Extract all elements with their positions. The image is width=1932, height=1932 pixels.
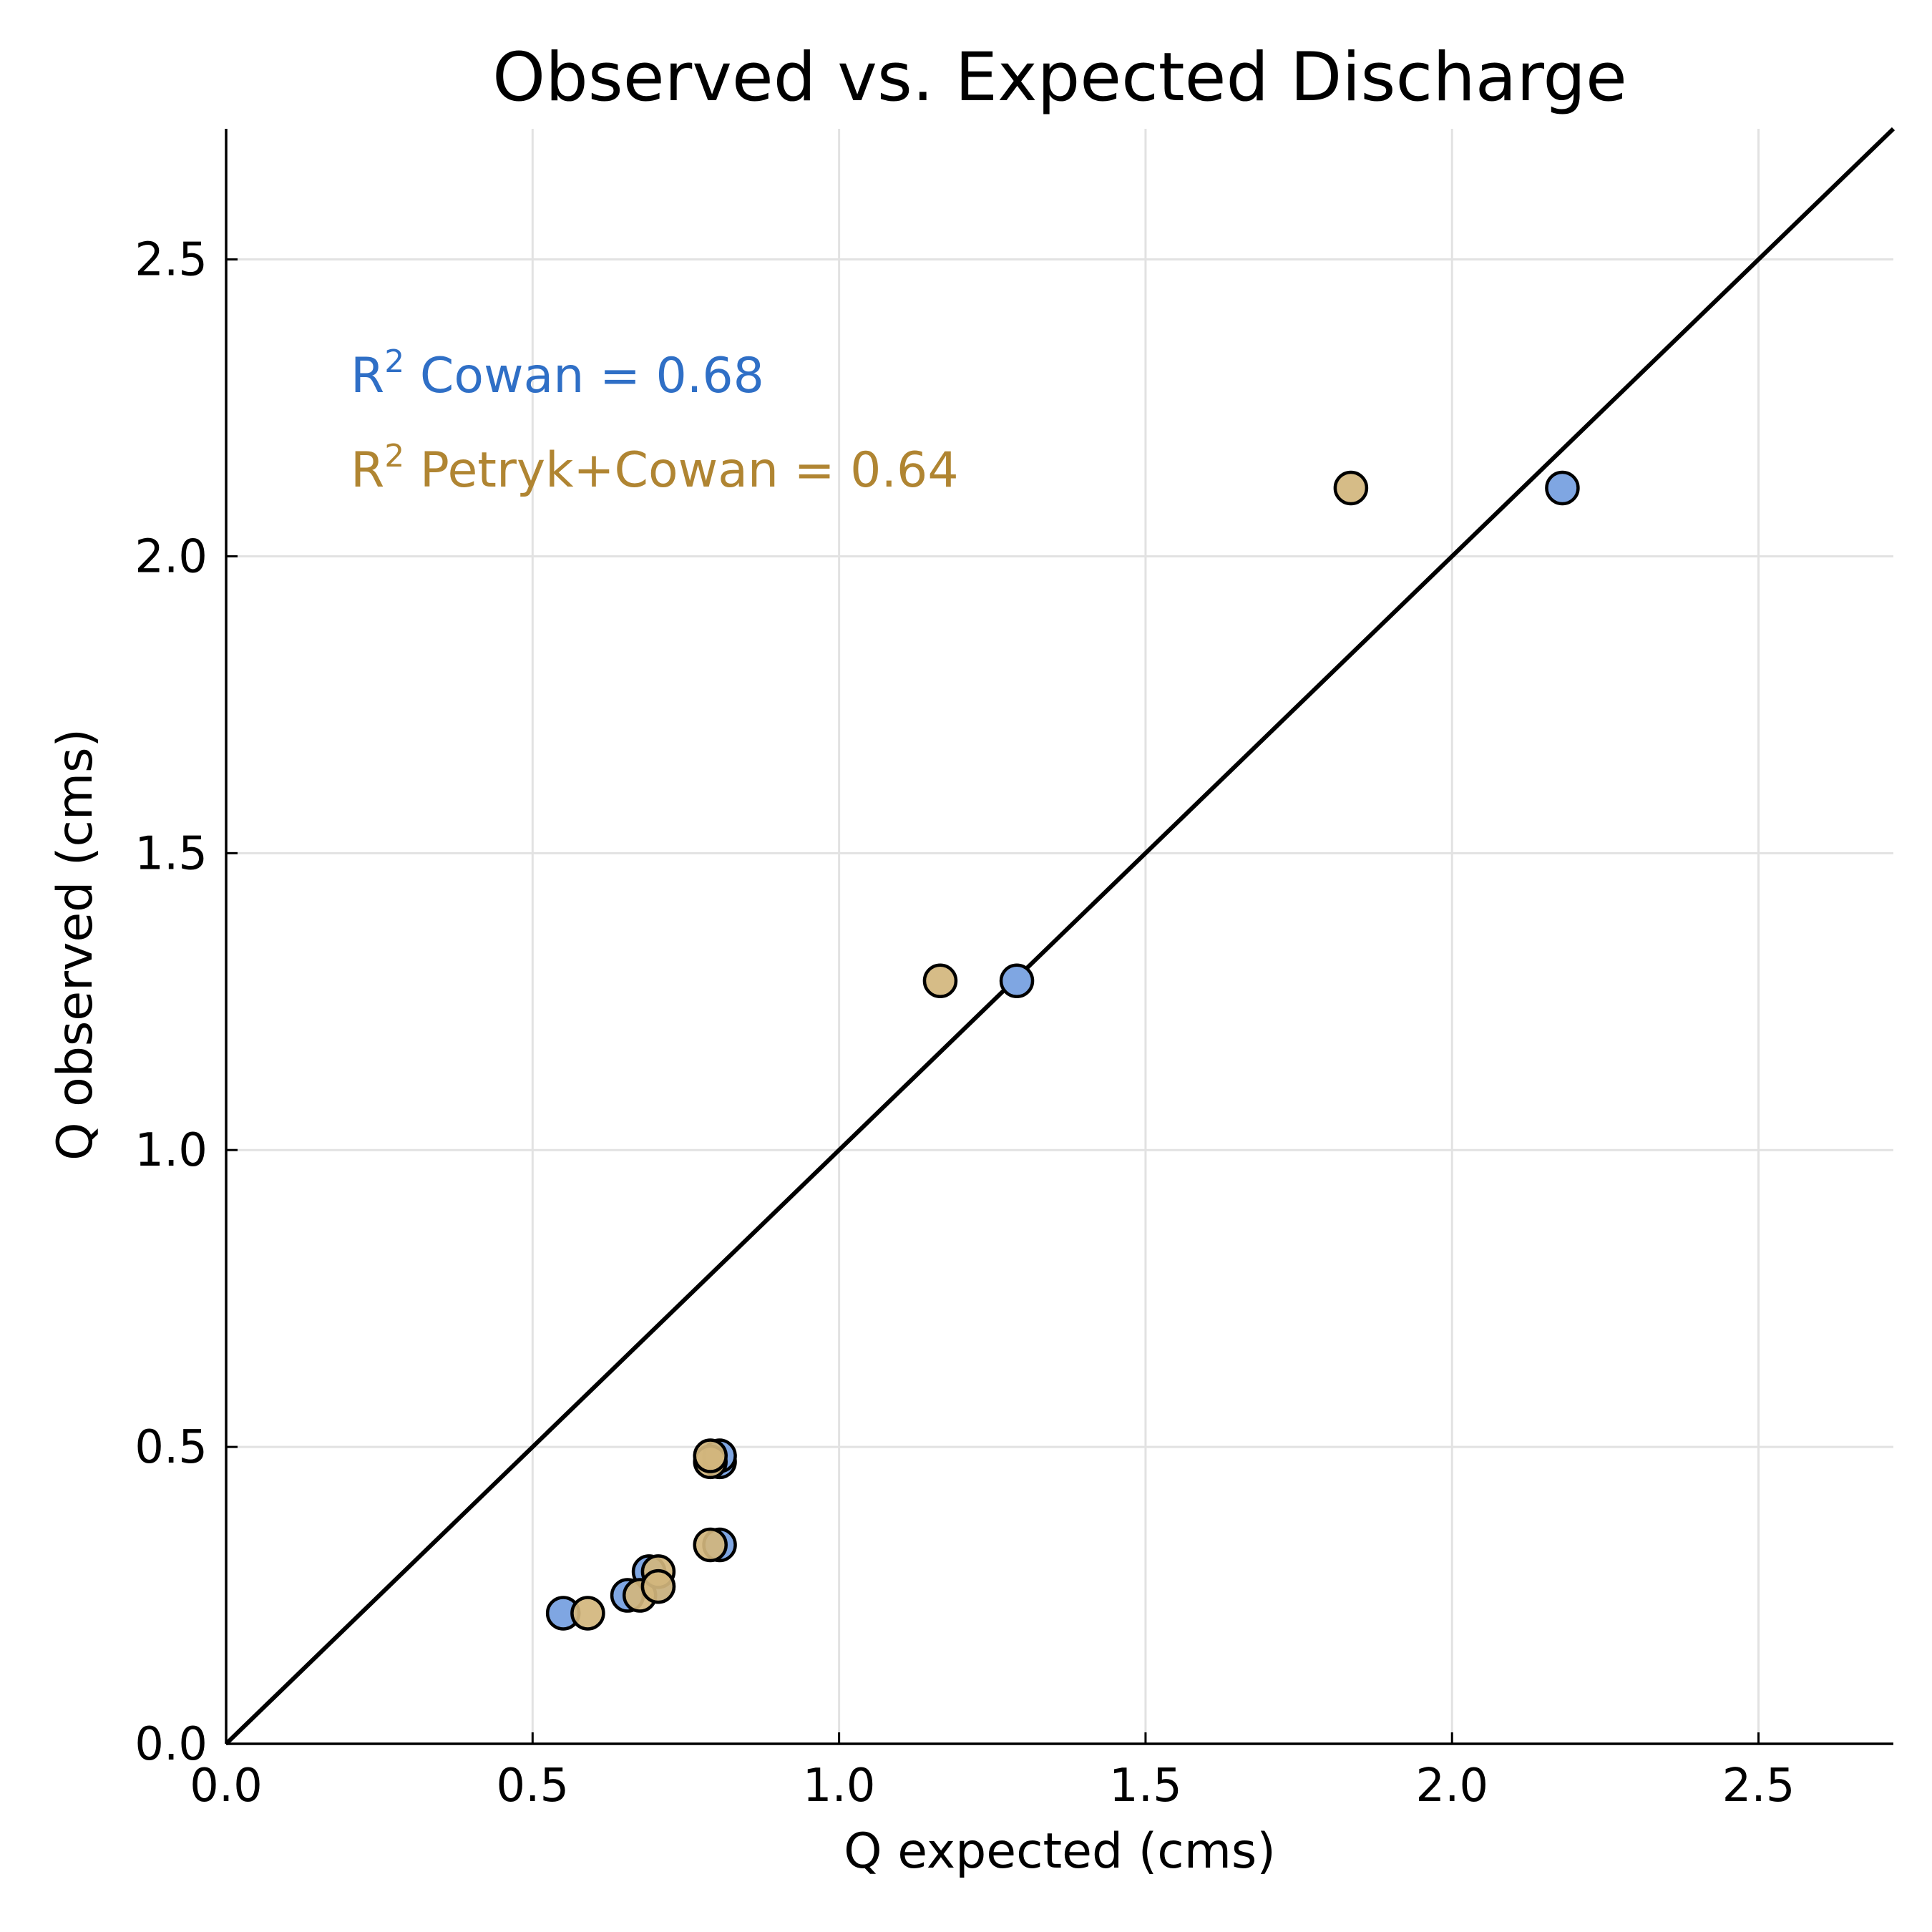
cowan-point — [999, 963, 1035, 998]
y-tick-label: 1.0 — [135, 1124, 208, 1177]
reference-line-layer — [224, 127, 1896, 1746]
x-tick-label: 2.0 — [1415, 1760, 1488, 1813]
x-tick-label: 2.5 — [1722, 1760, 1795, 1813]
petryk-cowan-point — [640, 1568, 676, 1604]
petryk-cowan-point — [693, 1438, 728, 1473]
chart-title: Observed vs. Expected Discharge — [492, 39, 1627, 117]
axes-layer — [225, 129, 1893, 1745]
x-tick-label: 0.5 — [496, 1760, 569, 1813]
x-tick-label: 1.0 — [803, 1760, 876, 1813]
x-axis-label: Q expected (cms) — [844, 1823, 1276, 1880]
petryk-cowan-point — [922, 963, 958, 998]
petryk-cowan-point — [693, 1527, 728, 1563]
one-to-one-line — [224, 127, 1896, 1746]
y-tick-label: 2.0 — [135, 530, 208, 583]
y-axis-label: Q observed (cms) — [47, 728, 104, 1161]
x-tick-label: 1.5 — [1109, 1760, 1182, 1813]
y-tick-label: 2.5 — [135, 234, 208, 287]
y-tick-label: 0.5 — [135, 1421, 208, 1474]
cowan-point — [1545, 470, 1580, 506]
petryk-cowan-point — [1333, 470, 1369, 506]
points-layer — [545, 470, 1580, 1631]
grid-layer — [226, 129, 1893, 1744]
r2-petryk-cowan-annotation: R2 Petryk+Cowan = 0.64 — [351, 438, 959, 499]
ticks-layer: 0.0 0.5 1.0 1.5 2.0 2.5 0.0 0.5 1.0 1.5 2.0 2.5 — [135, 234, 1795, 1813]
annotation-layer: R2 Cowan = 0.68 R2 Petryk+Cowan = 0.64 — [351, 343, 959, 499]
y-tick-label: 1.5 — [135, 827, 208, 880]
r2-cowan-annotation: R2 Cowan = 0.68 — [351, 343, 764, 404]
x-tick-label: 0.0 — [190, 1760, 263, 1813]
y-tick-label: 0.0 — [135, 1718, 208, 1771]
petryk-cowan-point — [570, 1596, 605, 1631]
